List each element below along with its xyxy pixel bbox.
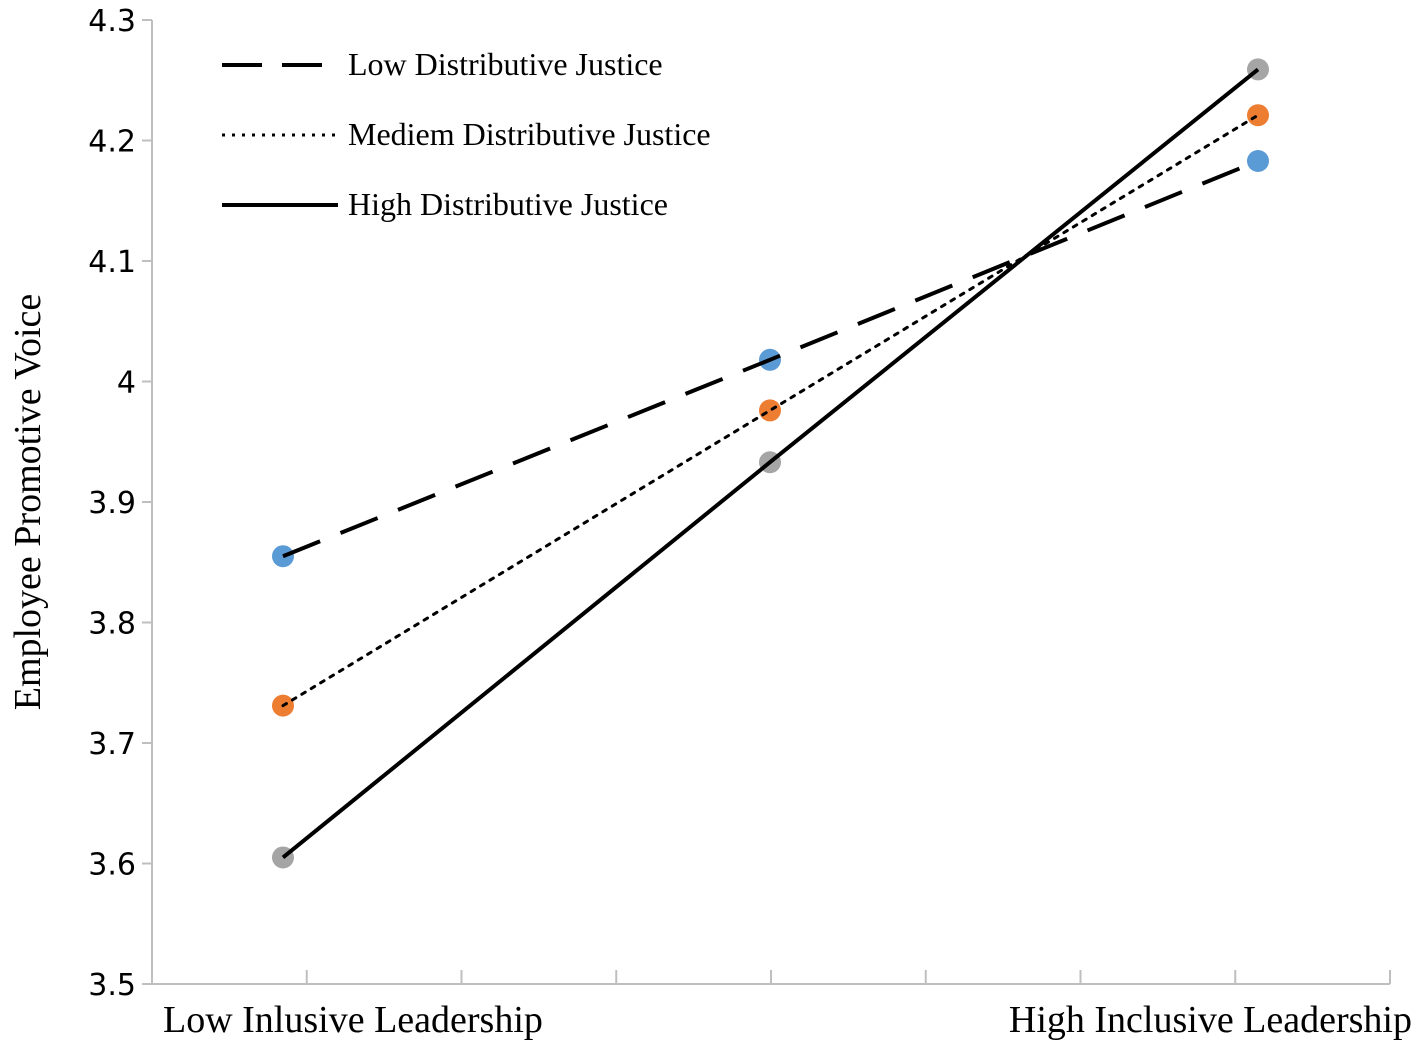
marker-mediem-distributive-justice — [759, 399, 781, 422]
y-tick-label: 4.3 — [88, 4, 136, 39]
legend: Low Distributive Justice Mediem Distribut… — [222, 46, 711, 222]
series-lines — [281, 67, 1260, 860]
series-line-high-distributive-justice — [281, 67, 1260, 860]
y-tick-label: 4.2 — [88, 125, 136, 160]
y-tick-label: 3.7 — [88, 727, 136, 762]
marker-mediem-distributive-justice — [1247, 104, 1269, 127]
y-tick-label: 3.6 — [88, 848, 136, 883]
series-line-mediem-distributive-justice — [281, 113, 1260, 708]
axes — [142, 19, 1391, 985]
x-category-label-high: High Inclusive Leadership — [1009, 999, 1412, 1041]
y-tick-labels: 3.5 3.6 3.7 3.8 3.9 4 4.1 4.2 4.3 — [88, 4, 136, 1003]
legend-label-high-distributive-justice: High Distributive Justice — [348, 186, 668, 222]
marker-low-distributive-justice — [1247, 149, 1269, 172]
y-tick-label: 3.8 — [88, 607, 136, 642]
y-tick-label: 4 — [117, 366, 136, 401]
x-category-label-low: Low Inlusive Leadership — [163, 999, 543, 1041]
y-tick-label: 4.1 — [88, 245, 136, 280]
series-line-low-distributive-justice — [282, 159, 1259, 559]
x-category-labels: Low Inlusive Leadership High Inclusive Le… — [163, 999, 1412, 1041]
legend-label-low-distributive-justice: Low Distributive Justice — [348, 46, 663, 82]
y-axis-title: Employee Promotive Voice — [7, 294, 49, 711]
legend-label-mediem-distributive-justice: Mediem Distributive Justice — [348, 116, 711, 152]
y-tick-label: 3.5 — [88, 968, 136, 1003]
y-tick-label: 3.9 — [88, 486, 136, 521]
